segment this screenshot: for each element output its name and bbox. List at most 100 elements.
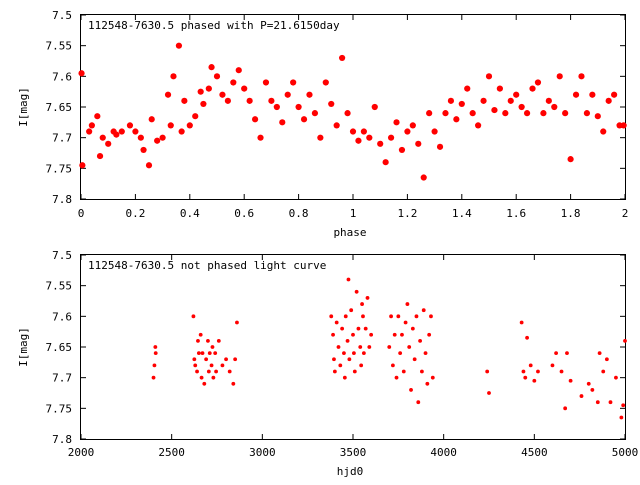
- y-axis-label: I[mag]: [17, 87, 30, 127]
- data-point: [317, 134, 324, 141]
- data-point: [164, 91, 172, 98]
- data-point: [409, 122, 416, 129]
- data-point: [295, 103, 302, 111]
- data-point: [96, 152, 104, 160]
- data-point: [338, 363, 343, 368]
- data-point: [196, 338, 200, 343]
- data-point: [349, 128, 357, 135]
- data-point: [220, 363, 225, 368]
- x-tick-label: 1.4: [452, 207, 472, 220]
- data-point: [620, 122, 627, 129]
- data-point: [572, 91, 580, 98]
- data-point: [586, 381, 591, 386]
- data-point: [198, 332, 203, 337]
- x-tick-label: 0.2: [125, 207, 145, 220]
- data-point: [447, 97, 455, 104]
- data-point: [167, 122, 174, 129]
- data-point: [360, 128, 367, 135]
- data-point: [401, 369, 406, 374]
- data-point: [347, 357, 352, 362]
- data-point: [345, 338, 350, 343]
- data-point: [99, 134, 106, 141]
- data-point: [204, 357, 209, 362]
- phased-panel: 112548-7630.5 phased with P=21.6150day p…: [17, 9, 628, 239]
- data-point: [502, 110, 509, 117]
- data-point: [151, 375, 156, 380]
- y-tick-label: 7.7: [52, 132, 72, 145]
- data-point: [595, 400, 600, 405]
- data-point: [352, 369, 357, 374]
- data-point: [349, 308, 354, 313]
- data-point: [398, 351, 403, 356]
- data-point: [589, 91, 596, 98]
- data-point: [507, 97, 514, 104]
- data-point: [540, 110, 547, 117]
- data-point: [425, 381, 430, 386]
- data-point: [342, 351, 346, 356]
- data-point: [611, 91, 618, 98]
- data-point: [207, 351, 212, 356]
- y-ticks: 7.5 7.55 7.6 7.65 7.7 7.75 7.8: [46, 9, 625, 206]
- data-point: [208, 64, 215, 71]
- data-point: [213, 73, 221, 80]
- data-point: [94, 113, 101, 120]
- data-point: [306, 91, 313, 98]
- data-point: [192, 357, 197, 362]
- data-point: [209, 363, 214, 368]
- data-point: [396, 314, 401, 319]
- data-point: [105, 140, 112, 147]
- data-point: [246, 97, 253, 104]
- data-point: [420, 369, 424, 374]
- data-point: [216, 338, 221, 343]
- data-point: [442, 110, 449, 117]
- x-tick-label: 2: [622, 207, 629, 220]
- data-point: [412, 357, 417, 362]
- data-point: [230, 79, 237, 86]
- data-point: [86, 128, 93, 135]
- x-tick-label: 1.8: [561, 207, 581, 220]
- data-point: [206, 338, 210, 343]
- data-point: [394, 375, 399, 380]
- data-point: [523, 375, 528, 380]
- data-point: [583, 110, 591, 117]
- data-point: [367, 345, 372, 349]
- data-point: [404, 128, 411, 135]
- data-point: [423, 351, 428, 356]
- data-point: [614, 375, 618, 380]
- data-point: [398, 146, 406, 154]
- data-point: [351, 332, 355, 337]
- y-tick-label: 7.6: [52, 310, 72, 323]
- data-point: [559, 369, 564, 374]
- data-point: [235, 67, 242, 74]
- data-point: [567, 156, 574, 163]
- data-point: [387, 345, 392, 349]
- data-point: [219, 91, 226, 98]
- data-point: [196, 351, 201, 356]
- data-point: [485, 73, 493, 80]
- data-point: [410, 326, 415, 331]
- data-point: [407, 345, 412, 349]
- data-point: [545, 97, 552, 104]
- data-point: [224, 357, 228, 362]
- data-point: [332, 357, 336, 362]
- data-point: [415, 140, 422, 147]
- data-point: [331, 332, 335, 337]
- data-point: [78, 70, 85, 77]
- data-point: [429, 314, 433, 319]
- data-point: [387, 134, 395, 141]
- data-point: [332, 369, 337, 374]
- data-point: [159, 134, 166, 141]
- x-tick-label: 3500: [340, 446, 367, 459]
- y-tick-label: 7.7: [52, 372, 72, 385]
- y-tick-label: 7.5: [52, 9, 72, 22]
- data-point: [224, 97, 231, 104]
- data-point: [597, 351, 602, 356]
- data-point: [290, 79, 297, 86]
- data-point: [233, 357, 238, 362]
- data-point: [565, 351, 569, 356]
- x-tick-label: 1: [350, 207, 357, 220]
- data-point: [352, 351, 356, 356]
- data-point: [360, 302, 364, 306]
- data-point: [140, 146, 147, 154]
- data-point: [262, 79, 270, 86]
